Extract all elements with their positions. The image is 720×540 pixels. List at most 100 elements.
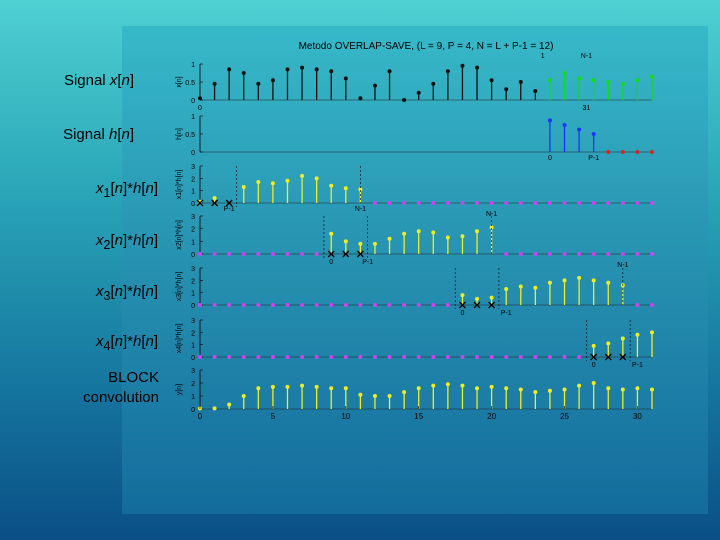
discard-mark [488, 301, 496, 309]
annotation-label: N-1 [617, 262, 628, 269]
marker-zeros [256, 252, 261, 256]
marker-zeros [547, 252, 552, 256]
marker-y [475, 386, 480, 391]
ytick-label-5: 0 [191, 355, 195, 362]
marker-zeros [620, 150, 625, 154]
marker-x [416, 90, 421, 95]
marker-x-tail [547, 78, 552, 83]
marker-zeros [300, 303, 305, 307]
discard-mark [590, 353, 598, 361]
label-conv-2: x2[n]*h[n] [95, 232, 158, 252]
marker-zeros [577, 252, 582, 256]
ylabel-1: h[n] [176, 128, 183, 140]
xtick-label: 15 [414, 412, 423, 421]
marker-zeros [416, 355, 421, 359]
marker-zeros [256, 355, 261, 359]
marker-zeros [329, 303, 334, 307]
marker-x [489, 78, 494, 83]
marker-zeros [285, 355, 290, 359]
marker-y3 [562, 278, 567, 283]
marker-y [314, 384, 319, 389]
marker-zeros [445, 201, 450, 205]
marker-y2 [358, 241, 363, 246]
marker-zeros [212, 303, 217, 307]
marker-x [504, 87, 509, 92]
marker-y3 [591, 278, 596, 283]
marker-y [372, 394, 377, 398]
marker-zeros [606, 150, 611, 154]
label-conv-1: x1[n]*h[n] [95, 180, 158, 200]
marker-zeros [591, 252, 596, 256]
ytick-label-1: 1 [191, 114, 195, 121]
marker-y1 [285, 178, 290, 183]
marker-x [256, 81, 261, 86]
marker-zeros [343, 355, 348, 359]
marker-y1 [212, 196, 217, 201]
ytick-label-3: 0 [191, 252, 195, 259]
marker-y [402, 390, 407, 395]
marker-zeros [416, 201, 421, 205]
marker-h [591, 132, 596, 136]
ytick-label-2: 2 [191, 176, 195, 183]
ytick-label-2: 1 [191, 189, 195, 196]
marker-y [650, 387, 654, 392]
marker-x [402, 98, 407, 102]
marker-zeros [402, 201, 407, 205]
xtick-label: 20 [487, 412, 496, 421]
ylabel-2: x1[n]*h[n] [176, 170, 183, 200]
marker-y2 [416, 229, 421, 234]
marker-zeros [445, 355, 450, 359]
marker-y1 [314, 176, 319, 181]
marker-x [241, 71, 246, 75]
marker-zeros [314, 355, 319, 359]
marker-y [577, 383, 582, 388]
annotation-label: 0 [329, 259, 333, 266]
marker-y3 [577, 275, 582, 280]
marker-y3 [460, 293, 465, 298]
marker-y [270, 384, 275, 389]
marker-zeros [635, 201, 640, 205]
marker-zeros [547, 355, 552, 359]
ytick-label-1: 0.5 [185, 132, 195, 139]
ytick-label-4: 1 [191, 291, 195, 298]
marker-y2 [475, 229, 480, 234]
marker-h [547, 118, 552, 123]
marker-y1 [358, 187, 363, 192]
marker-zeros [241, 303, 246, 307]
annotation-label: N-1 [355, 206, 366, 213]
marker-x [198, 96, 202, 101]
ytick-label-5: 3 [191, 318, 195, 325]
annotation-label: 0 [198, 105, 202, 112]
marker-y [416, 386, 421, 391]
marker-y3 [489, 295, 494, 300]
marker-y [445, 382, 450, 387]
marker-zeros [577, 355, 582, 359]
ytick-label-2: 0 [191, 201, 195, 208]
marker-y [562, 387, 567, 392]
annotation-label: N-1 [486, 211, 497, 218]
ytick-label-4: 2 [191, 278, 195, 285]
xtick-label: 5 [271, 412, 276, 421]
marker-x [372, 83, 377, 88]
marker-y2 [489, 225, 494, 230]
marker-zeros [227, 252, 232, 256]
marker-y [285, 384, 290, 389]
marker-y [431, 383, 436, 388]
label-block-line1: BLOCK [108, 369, 159, 386]
annotation-label: 1 [541, 53, 545, 60]
marker-y [533, 390, 538, 395]
marker-zeros [256, 303, 261, 307]
marker-zeros [445, 303, 450, 307]
marker-x [431, 81, 436, 86]
marker-zeros [547, 201, 552, 205]
marker-zeros [620, 252, 625, 256]
marker-x-tail [606, 80, 611, 84]
marker-y3 [518, 284, 523, 289]
marker-zeros [635, 303, 640, 307]
marker-zeros [387, 355, 392, 359]
marker-y3 [475, 296, 480, 301]
chart-title: Metodo OVERLAP-SAVE, (L = 9, P = 4, N = … [299, 41, 554, 52]
marker-x [329, 69, 334, 74]
discard-mark [604, 353, 612, 361]
marker-y [343, 386, 348, 391]
